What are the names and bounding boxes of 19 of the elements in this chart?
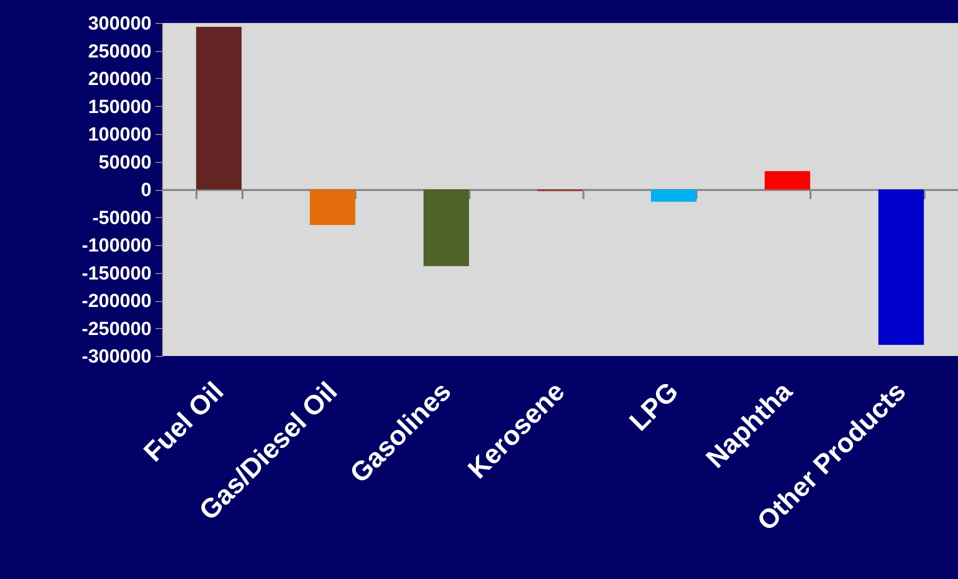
bar — [424, 190, 470, 266]
bar — [878, 190, 924, 345]
bar — [310, 190, 356, 226]
y-tick-label: -50000 — [92, 208, 152, 229]
y-tick-label: -200000 — [82, 291, 152, 312]
y-tick-label: 150000 — [88, 96, 152, 118]
y-tick-label: 250000 — [88, 41, 152, 62]
y-tick-label: 300000 — [88, 14, 152, 34]
y-tick-label: 200000 — [88, 69, 152, 90]
y-tick-label: -300000 — [82, 346, 152, 368]
bar — [650, 190, 696, 202]
y-tick-label: -250000 — [82, 318, 152, 340]
y-tick-label: -150000 — [82, 263, 152, 284]
y-tick-label: 50000 — [98, 152, 152, 174]
y-tick-label: 0 — [140, 180, 152, 201]
bar — [764, 171, 810, 190]
y-tick-label: -100000 — [82, 236, 152, 256]
bar — [196, 26, 242, 190]
y-tick-label: 100000 — [88, 124, 152, 146]
